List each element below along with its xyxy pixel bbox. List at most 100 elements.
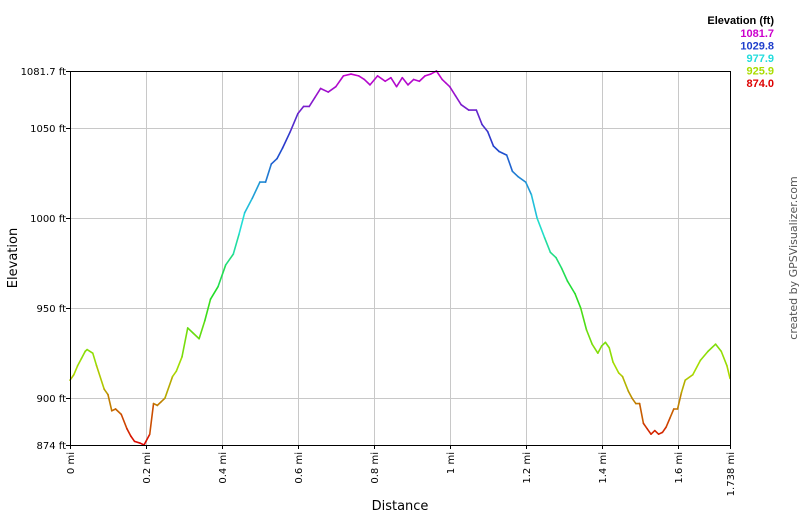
profile-segment [120,413,128,430]
legend-entry: 925.9 [746,66,774,78]
x-tick-label: 0.2 mi [142,452,153,484]
y-tick-label: 1050 ft [30,124,66,135]
profile-segment [684,373,694,381]
profile-segment [232,233,240,255]
profile-segment [319,87,330,93]
profile-segment [145,433,151,443]
profile-segment [699,350,709,362]
profile-segment [676,391,683,410]
profile-segment [395,76,404,88]
y-tick-label: 1081.7 ft [21,67,67,78]
credit-text: created by GPSVisualizer.com [787,176,800,339]
profile-segment [209,285,219,300]
x-axis-ticks: 0 mi 0.2 mi 0.4 mi 0.6 mi 0.8 mi 1 mi 1.2 mi 1.… [66,445,737,496]
y-axis-title: Elevation [6,228,21,288]
profile-segment [160,397,166,403]
profile-segment [186,327,195,335]
profile-segment [217,264,227,288]
profile-segment [560,267,569,282]
profile-segment [107,393,113,412]
profile-segment [126,427,132,437]
profile-segment [591,343,599,354]
profile-segment [579,307,588,331]
grid-lines [70,71,731,446]
profile-segment [369,75,379,86]
profile-segment [566,280,576,295]
profile-segment [460,103,470,111]
profile-segment [530,193,538,219]
profile-segment [335,75,345,88]
x-tick-label: 1.4 mi [598,452,609,484]
profile-segment [148,402,155,436]
profile-segment [350,73,360,77]
profile-segment [270,157,278,165]
profile-segment [604,341,611,349]
profile-segment [454,94,462,106]
profile-segment [435,70,443,81]
elevation-profile-line [69,70,731,446]
profile-segment [650,429,656,436]
x-tick-label: 1.2 mi [522,452,533,484]
profile-segment [114,408,123,416]
profile-segment [726,364,731,380]
profile-segment [327,85,337,93]
x-tick-label: 1 mi [446,452,457,474]
profile-segment [156,400,162,407]
y-axis-ticks: 874 ft 900 ft 950 ft 1000 ft 1050 ft 1081.7 f… [21,67,70,452]
profile-segment [384,76,392,83]
profile-segment [517,175,527,183]
plot-frame [70,71,731,446]
profile-segment [621,375,630,392]
profile-segment [448,85,457,97]
profile-segment [198,319,206,340]
profile-segment [103,388,109,396]
profile-segment [654,429,660,436]
y-tick-label: 950 ft [36,304,66,315]
legend-entry: 977.9 [746,53,774,65]
profile-segment [314,87,322,99]
profile-segment [627,390,633,399]
profile-segment [492,145,500,153]
profile-segment [342,73,352,77]
profile-segment [407,78,415,86]
profile-segment [524,181,533,196]
x-axis-title: Distance [372,499,429,514]
profile-segment [357,75,366,81]
profile-segment [251,181,261,200]
x-tick-label: 1.738 mi [726,452,737,496]
profile-segment [297,105,305,115]
y-tick-label: 1000 ft [30,214,66,225]
profile-segment [665,417,671,428]
profile-segment [192,332,200,340]
x-tick-label: 0.8 mi [370,452,381,484]
profile-segment [418,75,426,83]
profile-segment [95,364,105,390]
profile-segment [289,112,299,133]
profile-segment [638,402,645,425]
profile-segment [129,435,136,443]
profile-segment [585,328,593,345]
profile-segment [669,408,675,419]
profile-segment [264,163,273,183]
x-tick-label: 0.4 mi [218,452,229,484]
profile-segment [481,123,489,133]
profile-segment [475,109,483,126]
profile-segment [536,217,546,239]
legend: Elevation (ft) 1081.71029.8977.9925.9874… [707,15,774,90]
profile-segment [171,370,178,378]
legend-entry: 1029.8 [740,41,774,53]
profile-segment [608,346,614,363]
profile-segment [412,78,421,83]
profile-segment [498,150,508,156]
profile-segment [224,253,235,266]
profile-segment [597,345,603,354]
x-tick-label: 0.6 mi [294,452,305,484]
profile-segment [164,375,174,399]
profile-segment [390,76,398,88]
profile-segment [549,251,557,259]
legend-title: Elevation (ft) [707,15,774,27]
profile-segment [505,154,514,173]
y-tick-label: 874 ft [36,441,66,452]
profile-segment [376,75,386,83]
profile-segment [86,348,94,354]
